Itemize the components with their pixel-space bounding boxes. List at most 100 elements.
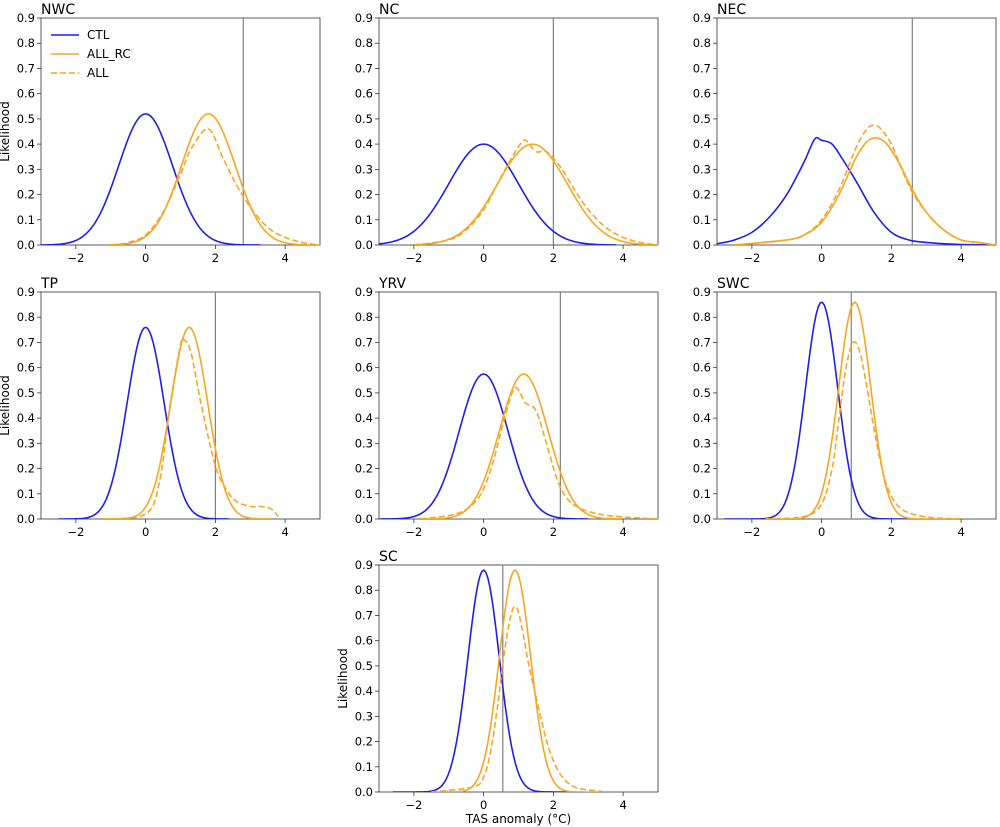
y-tick-label: 0.7: [355, 61, 373, 75]
x-tick-label: 0: [480, 251, 487, 265]
series-ctl-line: [723, 301, 913, 519]
y-tick-label: 0.1: [17, 213, 35, 227]
y-tick-label: 0.4: [355, 137, 373, 151]
y-tick-label: 0.8: [17, 310, 35, 324]
panel-sc: SC 0.0 0.1 0.2 0.3 0.4 0.5 0.6 0.7 0.8 0.9 −2 0 2 4 Lik…: [336, 549, 659, 826]
x-tick-label: 2: [212, 525, 219, 539]
y-tick-label: 0.0: [693, 238, 711, 252]
y-tick-label: 0.7: [17, 335, 35, 349]
y-tick-label: 0.3: [17, 436, 35, 450]
y-tick-label: 0.5: [693, 386, 711, 400]
y-axis-label: Likelihood: [336, 648, 350, 709]
y-tick-label: 0.0: [355, 512, 373, 526]
y-tick-label: 0.7: [17, 61, 35, 75]
y-axis-label: Likelihood: [0, 375, 12, 436]
y-tick-label: 0.3: [355, 436, 373, 450]
y-tick-label: 0.9: [693, 285, 711, 299]
y-tick-label: 0.5: [355, 112, 373, 126]
x-tick-label: 2: [550, 251, 557, 265]
y-tick-label: 0.8: [355, 36, 373, 50]
series-all-line: [420, 386, 658, 519]
x-tick-label: −2: [67, 251, 84, 265]
y-tick-label: 0.7: [355, 335, 373, 349]
panel-title: SWC: [717, 276, 750, 292]
y-tick-label: 0.3: [693, 436, 711, 450]
x-tick-label: 4: [619, 251, 626, 265]
y-tick-label: 0.6: [355, 361, 373, 375]
y-tick-label: 0.6: [693, 87, 711, 101]
x-tick-label: −2: [405, 251, 422, 265]
axes-frame: [40, 291, 321, 520]
y-tick-label: 0.9: [355, 558, 373, 572]
panel-tp: TP 0.0 0.1 0.2 0.3 0.4 0.5 0.6 0.7 0.8 0.9 −2 0 2 4 Lik…: [0, 276, 321, 539]
y-tick-label: 0.4: [355, 684, 373, 698]
y-tick-label: 0.3: [355, 709, 373, 723]
x-tick-label: 0: [480, 525, 487, 539]
series-ctl-line: [58, 326, 230, 519]
panel-swc: SWC 0.0 0.1 0.2 0.3 0.4 0.5 0.6 0.7 0.8 0.9 −2 0 2 4: [693, 276, 997, 539]
panel-title: NC: [379, 2, 399, 18]
legend-label: ALL_RC: [87, 47, 131, 61]
y-tick-label: 0.5: [17, 112, 35, 126]
y-tick-label: 0.9: [355, 11, 373, 25]
y-tick-label: 0.7: [355, 608, 373, 622]
x-tick-label: 0: [142, 251, 149, 265]
y-tick-label: 0.5: [693, 112, 711, 126]
axes-frame: [716, 291, 997, 520]
y-tick-label: 0.9: [17, 11, 35, 25]
axes-frame: [40, 17, 321, 246]
x-tick-label: 2: [550, 525, 557, 539]
y-tick-label: 0.8: [693, 310, 711, 324]
y-tick-label: 0.4: [17, 137, 35, 151]
y-tick-label: 0.8: [355, 583, 373, 597]
panel-title: SC: [379, 549, 398, 565]
axes-frame: [378, 564, 659, 793]
y-tick-label: 0.4: [17, 411, 35, 425]
series-all-rc-line: [765, 301, 962, 519]
x-tick-label: 4: [619, 525, 626, 539]
y-tick-label: 0.8: [355, 310, 373, 324]
panel-title: NWC: [41, 2, 75, 18]
y-tick-label: 0.5: [355, 659, 373, 673]
series-all-rc-line: [734, 136, 996, 245]
legend-label: CTL: [87, 28, 110, 42]
x-tick-label: 2: [888, 251, 895, 265]
y-tick-label: 0.6: [17, 361, 35, 375]
y-tick-label: 0.2: [355, 462, 373, 476]
y-tick-label: 0.6: [355, 87, 373, 101]
y-tick-label: 0.1: [355, 760, 373, 774]
y-tick-label: 0.6: [355, 634, 373, 648]
x-tick-label: 0: [818, 525, 825, 539]
panel-nc: NC 0.0 0.1 0.2 0.3 0.4 0.5 0.6 0.7 0.8 0.9 −2 0 2 4: [355, 2, 659, 265]
series-ctl-line: [392, 569, 571, 792]
y-tick-label: 0.5: [355, 386, 373, 400]
x-tick-label: 2: [212, 251, 219, 265]
y-tick-label: 0.2: [355, 735, 373, 749]
series-all-line: [431, 605, 610, 792]
series-all-rc-line: [107, 113, 320, 245]
y-tick-label: 0.0: [693, 512, 711, 526]
y-tick-label: 0.4: [693, 411, 711, 425]
y-tick-label: 0.2: [693, 462, 711, 476]
y-tick-label: 0.8: [17, 36, 35, 50]
axes-frame: [378, 291, 659, 520]
x-tick-label: −2: [743, 251, 760, 265]
series-ctl-line: [379, 373, 589, 519]
y-tick-label: 0.6: [693, 361, 711, 375]
series-all-line: [734, 124, 996, 245]
y-tick-label: 0.2: [17, 462, 35, 476]
x-tick-label: 2: [550, 798, 557, 812]
y-tick-label: 0.0: [17, 512, 35, 526]
y-tick-label: 0.1: [355, 487, 373, 501]
axes-frame: [378, 17, 659, 246]
series-all-line: [110, 128, 320, 245]
legend: CTL ALL_RC ALL: [51, 28, 131, 80]
y-tick-label: 0.1: [693, 487, 711, 501]
x-tick-label: 0: [480, 798, 487, 812]
x-axis-label: TAS anomaly (°C): [465, 812, 571, 826]
x-tick-label: 4: [281, 251, 288, 265]
series-all-rc-line: [420, 373, 624, 519]
y-tick-label: 0.1: [693, 213, 711, 227]
y-tick-label: 0.0: [355, 238, 373, 252]
series-all-line: [765, 341, 962, 519]
